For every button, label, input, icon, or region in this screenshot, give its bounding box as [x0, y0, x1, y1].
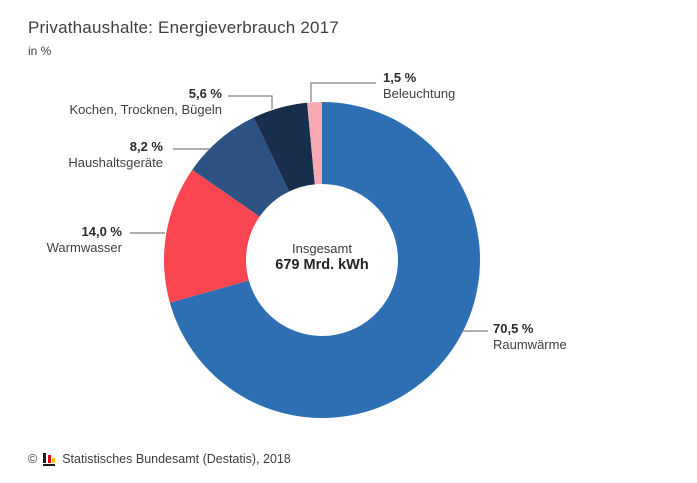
leader-line-beleuchtung: [310, 82, 376, 102]
label-raumwaerme: 70,5 % Raumwärme: [493, 321, 567, 353]
destatis-logo-icon: [42, 452, 57, 466]
label-name: Raumwärme: [493, 337, 567, 352]
source-line: © Statistisches Bundesamt (Destatis), 20…: [28, 452, 291, 466]
copyright-symbol: ©: [28, 452, 38, 466]
label-beleuchtung: 1,5 % Beleuchtung: [383, 70, 455, 102]
logo-bar-gold: [52, 457, 56, 463]
donut-center-label: Insgesamt 679 Mrd. kWh: [222, 240, 422, 274]
chart-title: Privathaushalte: Energieverbrauch 2017: [28, 18, 339, 37]
leader-lines: [130, 82, 488, 332]
logo-bar-black: [43, 452, 47, 463]
label-haushaltsgeraete: 8,2 % Haushaltsgeräte: [68, 139, 163, 171]
donut-slice-warmwasser: [164, 169, 260, 303]
label-pct: 1,5 %: [383, 70, 417, 85]
donut-slice-beleuchtung: [307, 101, 322, 185]
label-name: Haushaltsgeräte: [68, 155, 163, 170]
label-name: Warmwasser: [46, 240, 122, 255]
chart-subtitle: in %: [28, 44, 52, 58]
logo-baseline: [43, 463, 56, 466]
label-name: Beleuchtung: [383, 86, 456, 101]
label-kochen-trocknen-buegeln: 5,6 % Kochen, Trocknen, Bügeln: [70, 86, 223, 118]
label-pct: 8,2 %: [129, 139, 163, 154]
label-warmwasser: 14,0 % Warmwasser: [47, 224, 122, 256]
center-label-total: 679 Mrd. kWh: [275, 257, 369, 273]
source-text: Statistisches Bundesamt (Destatis), 2018: [62, 452, 291, 466]
donut-slice-haushaltsger-te: [192, 117, 290, 217]
center-label-caption: Insgesamt: [292, 241, 352, 256]
donut-slice-kochen-trocknen-b-geln: [253, 102, 315, 192]
label-pct: 5,6 %: [188, 86, 222, 101]
leader-line-kochen-trocknen-buegeln: [228, 95, 273, 109]
label-pct: 14,0 %: [81, 224, 122, 239]
label-name: Kochen, Trocknen, Bügeln: [69, 102, 223, 117]
logo-bar-red: [47, 454, 51, 463]
label-pct: 70,5 %: [493, 321, 534, 336]
donut-slice-raumw-rme: [169, 102, 481, 418]
donut-slices: [164, 101, 481, 418]
